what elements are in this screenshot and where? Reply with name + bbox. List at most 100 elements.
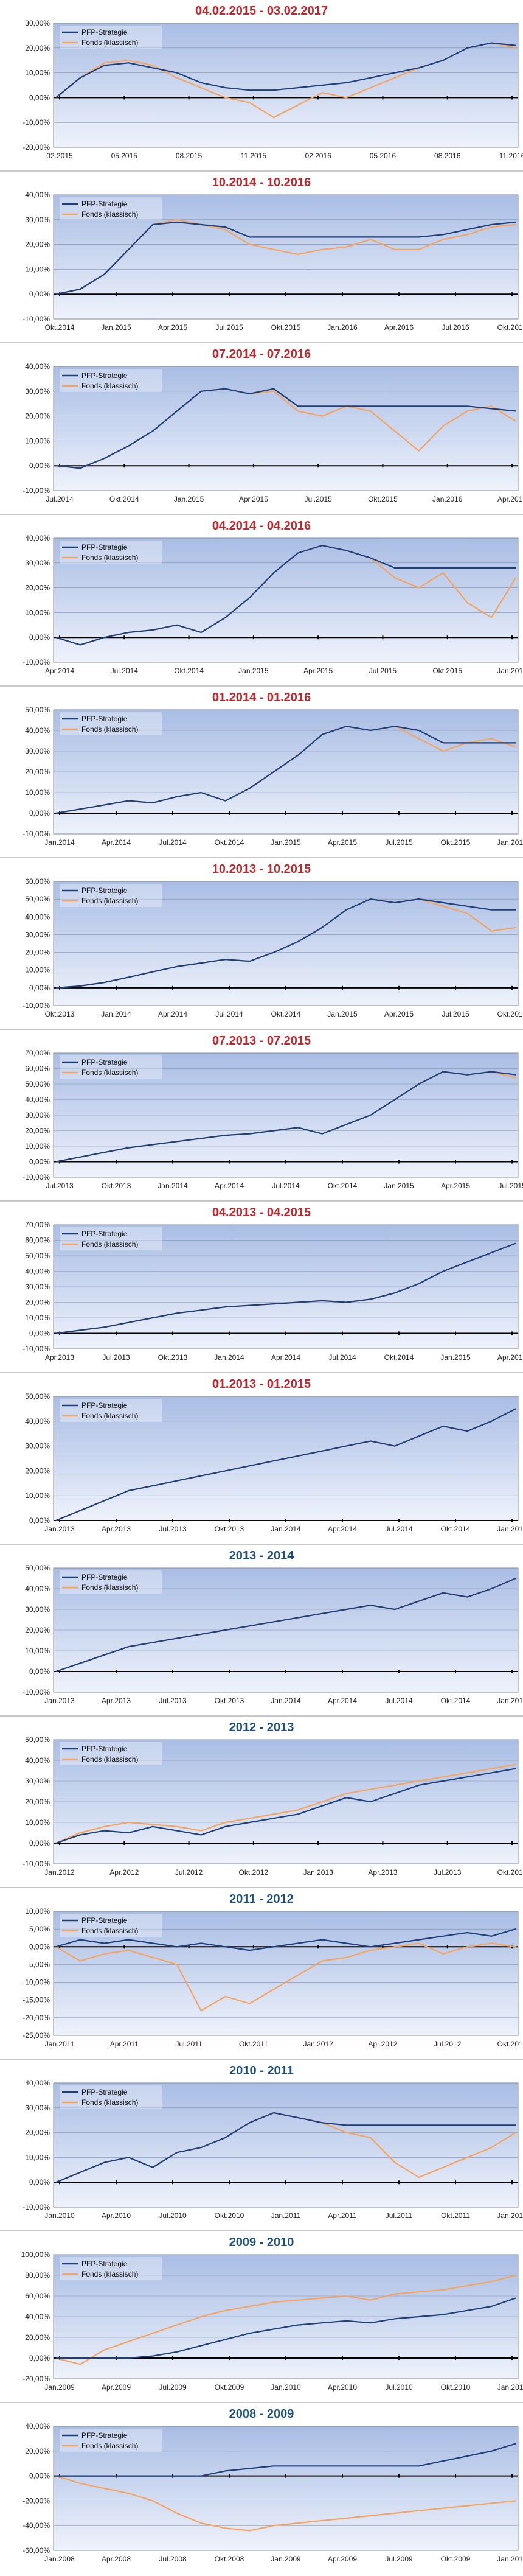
panel-separator — [0, 1029, 523, 1030]
legend-label-strategy: PFP-Strategie — [81, 2259, 128, 2268]
legend-box — [60, 1570, 162, 1594]
panel-separator — [0, 342, 523, 343]
x-tick-label: Jul.2013 — [159, 1696, 187, 1705]
x-tick-label: Okt.2014 — [441, 1525, 471, 1533]
chart-title: 07.2014 - 07.2016 — [212, 348, 311, 361]
x-tick-label: Jan.2011 — [497, 2383, 523, 2392]
y-tick-label: 40,00% — [25, 1267, 50, 1276]
x-tick-label: 05.2016 — [370, 152, 397, 160]
x-tick-label: Jul.2013 — [102, 1353, 130, 1362]
y-tick-label: -15,00% — [23, 1996, 50, 2004]
x-tick-label: Jul.2010 — [385, 2383, 413, 2392]
y-tick-label: 20,00% — [25, 584, 50, 592]
legend-label-strategy: PFP-Strategie — [81, 1573, 128, 1581]
panel-separator — [0, 685, 523, 687]
y-tick-label: 50,00% — [25, 895, 50, 903]
x-tick-label: Jan.2012 — [44, 1868, 75, 1877]
y-tick-label: -10,00% — [23, 658, 50, 667]
y-tick-label: 40,00% — [25, 1096, 50, 1104]
chart-svg: -10,00% 0,00% 10,00% 20,00% 30,00% 40,00% 50,0… — [23, 1736, 523, 1877]
x-tick-label: Jan.2016 — [327, 323, 358, 332]
series-line-strategy — [56, 2443, 516, 2477]
x-tick-label: Jul.2015 — [442, 1010, 469, 1018]
y-tick-label: 20,00% — [25, 44, 50, 52]
y-tick-label: -60,00% — [23, 2546, 50, 2555]
x-tick-label: Jan.2014 — [158, 1181, 188, 1190]
x-tick-label: Jul.2013 — [46, 1181, 74, 1190]
legend-label-fund: Fonds (klassisch) — [81, 1927, 138, 1935]
y-tick-label: 0,00% — [29, 461, 50, 470]
x-tick-label: 08.2016 — [434, 152, 461, 160]
series-line-strategy — [55, 2112, 516, 2183]
x-tick-label: Apr.2010 — [102, 2211, 131, 2220]
y-tick-label: 20,00% — [25, 1466, 50, 1475]
x-tick-label: Jul.2011 — [175, 2040, 203, 2048]
panel-separator — [0, 1372, 523, 1373]
legend-label-strategy: PFP-Strategie — [81, 200, 128, 208]
legend-label-fund: Fonds (klassisch) — [81, 897, 138, 905]
legend-box — [60, 369, 162, 392]
y-tick-label: 30,00% — [25, 1111, 50, 1119]
chart-title: 04.02.2015 - 03.02.2017 — [195, 4, 328, 18]
x-tick-label: Apr.2016 — [497, 495, 523, 503]
legend-label-strategy: PFP-Strategie — [81, 1745, 128, 1753]
panel-separator — [0, 1544, 523, 1545]
y-tick-label: 100,00% — [21, 2251, 50, 2259]
x-tick-label: Jan.2015 — [238, 667, 269, 675]
legend-label-strategy: PFP-Strategie — [81, 28, 128, 37]
x-tick-label: Apr.2015 — [239, 495, 268, 503]
y-tick-label: 10,00% — [25, 436, 50, 445]
x-tick-label: Okt.2013 — [215, 1696, 244, 1705]
y-tick-label: 10,00% — [25, 69, 50, 77]
legend-label-fund: Fonds (klassisch) — [81, 553, 138, 562]
chart-title: 2013 - 2014 — [229, 1549, 294, 1563]
x-tick-label: Jan.2015 — [497, 1696, 523, 1705]
x-tick-label: Apr.2012 — [368, 2040, 397, 2048]
y-tick-label: 10,00% — [25, 1314, 50, 1322]
x-tick-label: 02.2015 — [46, 152, 73, 160]
x-tick-label: Jul.2015 — [498, 1181, 523, 1190]
y-tick-label: 50,00% — [25, 1564, 50, 1572]
y-tick-label: 0,00% — [29, 1839, 50, 1847]
chart-title: 2012 - 2013 — [229, 1721, 294, 1734]
x-tick-label: Apr.2015 — [384, 1010, 414, 1018]
x-tick-label: Okt.2010 — [215, 2211, 244, 2220]
series-line-fund — [55, 1942, 516, 2012]
x-tick-label: Okt.2016 — [497, 323, 523, 332]
x-tick-label: Jan.2009 — [44, 2383, 75, 2392]
x-tick-label: Apr.2014 — [328, 1525, 357, 1533]
y-tick-label: -10,00% — [23, 1860, 50, 1868]
panel-separator — [0, 2230, 523, 2231]
chart-svg: -10,00% 0,00% 10,00% 20,00% 30,00% 40,00% 50,0… — [23, 1049, 523, 1190]
y-tick-label: 10,00% — [25, 1491, 50, 1500]
chart-title: 2010 - 2011 — [229, 2064, 294, 2077]
chart-panel: 10.2013 - 10.2015 -10,00% 0,00% 10,00% 20,00… — [0, 858, 523, 1030]
legend-box — [60, 884, 162, 907]
y-tick-label: 60,00% — [25, 2292, 50, 2300]
y-tick-label: 10,00% — [25, 788, 50, 797]
x-tick-label: Jan.2015 — [384, 1181, 414, 1190]
chart-svg: -10,00% 0,00% 10,00% 20,00% 30,00% 40,00% 50,0… — [23, 706, 523, 847]
x-tick-label: Apr.2010 — [328, 2383, 357, 2392]
x-tick-label: 02.2016 — [305, 152, 331, 160]
y-tick-label: -10,00% — [23, 486, 50, 495]
legend-box — [60, 197, 162, 220]
y-tick-label: -25,00% — [23, 2031, 50, 2040]
x-tick-label: Apr.2011 — [328, 2211, 356, 2220]
chart-svg: 0,00% 10,00% 20,00% 30,00% 40,00% 50,00% Jan.2… — [25, 1393, 523, 1533]
x-tick-label: Jan.2016 — [497, 667, 523, 675]
y-tick-label: 20,00% — [25, 240, 50, 249]
y-tick-label: 10,00% — [25, 265, 50, 273]
y-tick-label: 30,00% — [25, 2104, 50, 2112]
x-tick-label: Jan.2014 — [271, 1525, 301, 1533]
y-tick-label: 60,00% — [25, 1236, 50, 1245]
x-tick-label: Apr.2015 — [441, 1181, 470, 1190]
y-tick-label: 80,00% — [25, 2271, 50, 2280]
y-tick-label: 20,00% — [25, 1298, 50, 1307]
x-tick-label: Jan.2015 — [101, 323, 131, 332]
y-tick-label: 50,00% — [25, 1736, 50, 1744]
